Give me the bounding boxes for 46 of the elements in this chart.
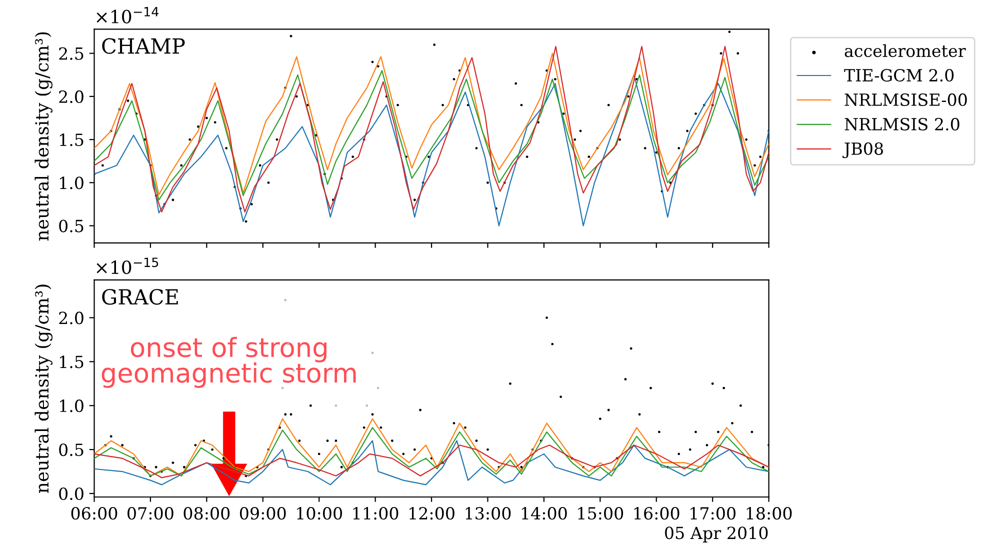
y-tick-label: 0.5 xyxy=(59,220,84,232)
x-tick-label: 15:00 xyxy=(578,507,624,520)
y-tick-label: 0.5 xyxy=(59,444,84,456)
line-series xyxy=(94,440,769,486)
legend-label: accelerometer xyxy=(844,44,966,58)
y-axis-title: neutral density (g/cm³) xyxy=(34,284,52,494)
x-tick-label: 10:00 xyxy=(297,507,342,520)
y-tick-label: 2.0 xyxy=(59,90,84,104)
legend-label: JB08 xyxy=(842,142,883,158)
point xyxy=(366,404,368,407)
legend-label: NRLMSIS 2.0 xyxy=(844,118,960,130)
legend-label: NRLMSISE-00 xyxy=(844,93,967,106)
legend-label: TIE-GCM 2.0 xyxy=(844,68,954,82)
text: ×10$^{−15}$ xyxy=(96,258,158,274)
y-tick-label: 1.0 xyxy=(60,400,84,412)
point xyxy=(371,352,374,354)
x-tick-label: 11:00 xyxy=(353,507,398,520)
x-tick-label: 09:00 xyxy=(240,507,286,520)
x-tick-label: 16:00 xyxy=(634,507,680,520)
x-tick-label: 14:00 xyxy=(522,507,567,520)
x-tick-label: 07:00 xyxy=(128,507,174,520)
x-tick-label: 13:00 xyxy=(466,507,511,520)
text: 05 Apr 2010 xyxy=(665,526,768,542)
y-tick-label: 0.0 xyxy=(59,487,84,500)
line-series xyxy=(94,70,769,200)
line-series xyxy=(94,444,769,478)
annotation: onset of strong geomagnetic storm xyxy=(102,336,356,388)
point xyxy=(284,298,287,302)
annotation: CHAMP xyxy=(102,38,185,54)
y-tick-label: 2.0 xyxy=(59,312,84,324)
x-tick-label: 08:00 xyxy=(184,507,230,520)
y-tick-label: 1.0 xyxy=(60,176,84,190)
x-tick-label: 18:00 xyxy=(746,507,792,520)
y-tick-label: 2.5 xyxy=(59,47,84,60)
y-tick-label: 1.5 xyxy=(60,134,84,146)
line-series xyxy=(94,427,769,476)
annotation: GRACE xyxy=(102,288,178,305)
line-series xyxy=(94,74,769,226)
text: ×10$^{−14}$ xyxy=(96,7,158,24)
x-tick-label: 12:00 xyxy=(410,507,454,520)
x-tick-label: 17:00 xyxy=(690,507,736,520)
point xyxy=(376,386,380,390)
x-tick-label: 06:00 xyxy=(71,507,118,520)
line-series xyxy=(94,418,769,476)
y-axis-title: neutral density (g/cm³) xyxy=(34,32,52,241)
y-tick-label: 1.5 xyxy=(60,356,84,368)
